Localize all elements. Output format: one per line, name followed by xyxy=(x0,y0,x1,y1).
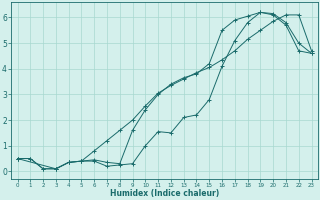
X-axis label: Humidex (Indice chaleur): Humidex (Indice chaleur) xyxy=(110,189,219,198)
